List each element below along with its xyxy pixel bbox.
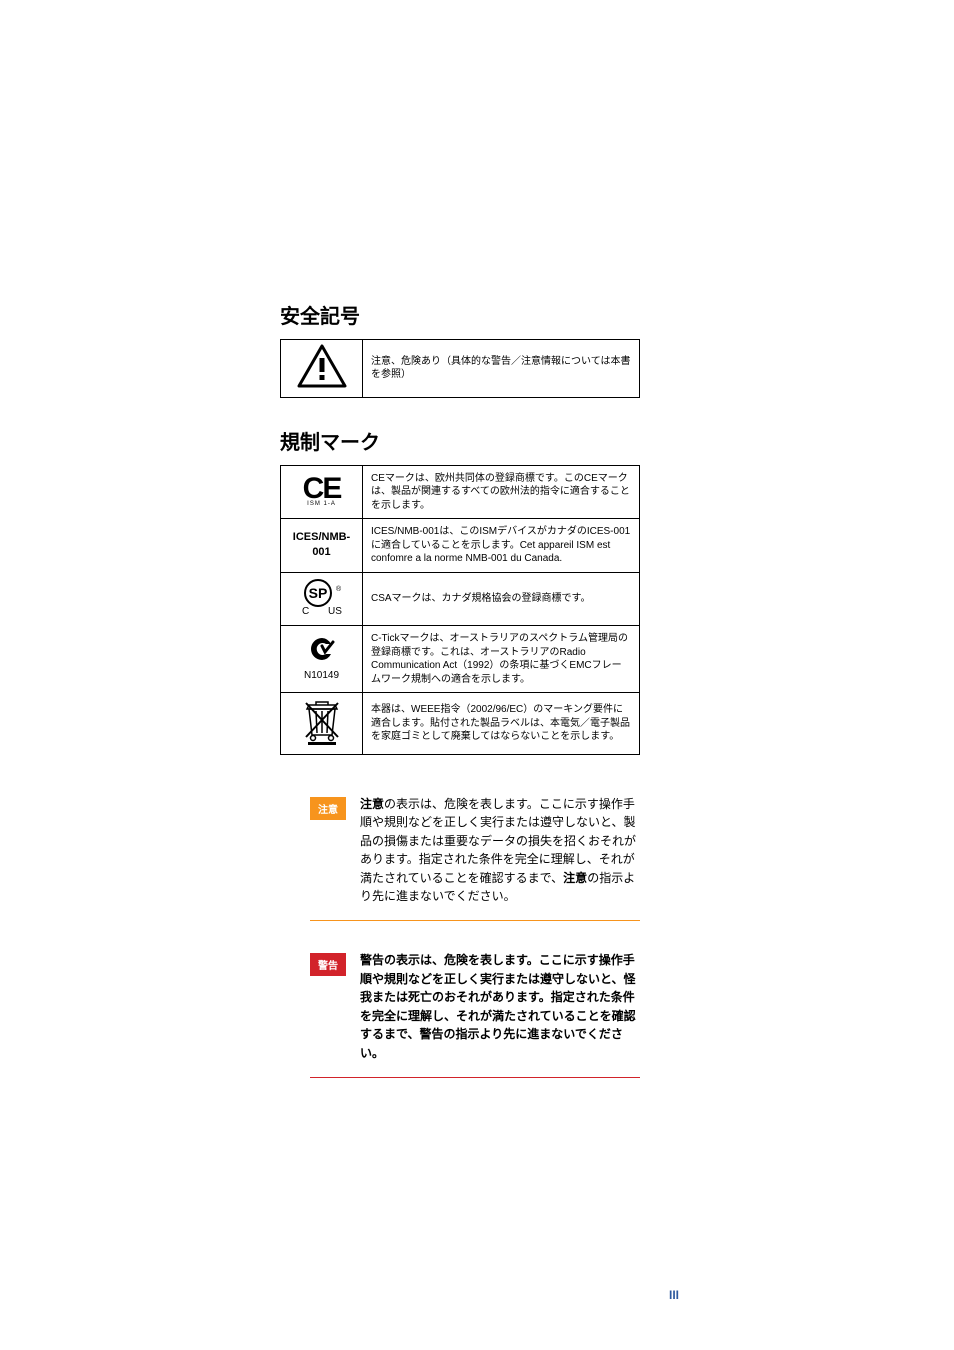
svg-text:SP: SP <box>308 585 327 601</box>
page-container: 安全記号 注意、危険あり（具体的な警告／注意情報については本書を参照） 規制マー… <box>0 0 954 1350</box>
ices-label: ICES/NMB-001 <box>293 531 350 558</box>
c-tick-description: C-Tickマークは、オーストラリアのスペクトラム管理局の登録商標です。これは、… <box>363 626 640 693</box>
warning-rule <box>310 1077 640 1078</box>
weee-description: 本器は、WEEE指令（2002/96/EC）のマーキング要件に適合します。貼付さ… <box>363 693 640 755</box>
caution-text: 注意の表示は、危険を表します。ここに示す操作手順や規則などを正しく実行または遵守… <box>360 795 640 907</box>
page-number: III <box>669 1288 679 1302</box>
warning-callout: 警告 警告の表示は、危険を表します。ここに示す操作手順や規則などを正しく実行また… <box>310 951 640 1078</box>
table-row: 注意、危険あり（具体的な警告／注意情報については本書を参照） <box>281 340 640 398</box>
svg-text:US: US <box>328 606 342 617</box>
ices-description: ICES/NMB-001は、このISMデバイスがカナダのICES-001に適合し… <box>363 519 640 573</box>
svg-text:C: C <box>302 606 309 617</box>
warning-badge: 警告 <box>310 953 346 976</box>
ices-icon-cell: ICES/NMB-001 <box>281 519 363 573</box>
ce-mark-label: CE <box>285 475 358 502</box>
c-tick-icon: N10149 <box>285 636 358 682</box>
table-row: ICES/NMB-001 ICES/NMB-001は、このISMデバイスがカナダ… <box>281 519 640 573</box>
regulatory-marks-heading: 規制マーク <box>280 426 679 455</box>
weee-icon <box>302 697 342 750</box>
caution-lead2: 注意 <box>563 871 587 885</box>
warning-triangle-icon <box>297 344 347 393</box>
ce-mark-description: CEマークは、欧州共同体の登録商標です。このCEマークは、製品が関連するすべての… <box>363 465 640 519</box>
caution-callout: 注意 注意の表示は、危険を表します。ここに示す操作手順や規則などを正しく実行また… <box>310 795 640 922</box>
caution-badge: 注意 <box>310 797 346 820</box>
caution-lead: 注意 <box>360 797 384 811</box>
safety-symbols-table: 注意、危険あり（具体的な警告／注意情報については本書を参照） <box>280 339 640 398</box>
csa-mark-icon-cell: SP ® C US <box>281 572 363 626</box>
table-row: N10149 C-Tickマークは、オーストラリアのスペクトラム管理局の登録商標… <box>281 626 640 693</box>
warning-triangle-icon-cell <box>281 340 363 398</box>
table-row: CE ISM 1-A CEマークは、欧州共同体の登録商標です。このCEマークは、… <box>281 465 640 519</box>
csa-mark-icon: SP ® C US <box>294 577 350 622</box>
csa-mark-description: CSAマークは、カナダ規格協会の登録商標です。 <box>363 572 640 626</box>
ce-mark-icon: CE ISM 1-A <box>285 475 358 508</box>
svg-text:®: ® <box>336 585 342 593</box>
table-row: SP ® C US CSAマークは、カナダ規格協会の登録商標です。 <box>281 572 640 626</box>
ce-mark-sublabel: ISM 1-A <box>285 500 358 508</box>
warning-text: 警告の表示は、危険を表します。ここに示す操作手順や規則などを正しく実行または遵守… <box>360 951 640 1063</box>
table-row: 本器は、WEEE指令（2002/96/EC）のマーキング要件に適合します。貼付さ… <box>281 693 640 755</box>
weee-icon-cell <box>281 693 363 755</box>
safety-symbols-heading: 安全記号 <box>280 300 679 329</box>
safety-symbol-description: 注意、危険あり（具体的な警告／注意情報については本書を参照） <box>363 340 640 398</box>
c-tick-icon-cell: N10149 <box>281 626 363 693</box>
c-tick-number: N10149 <box>285 669 358 683</box>
ce-mark-icon-cell: CE ISM 1-A <box>281 465 363 519</box>
caution-rule <box>310 920 640 921</box>
regulatory-marks-table: CE ISM 1-A CEマークは、欧州共同体の登録商標です。このCEマークは、… <box>280 465 640 755</box>
